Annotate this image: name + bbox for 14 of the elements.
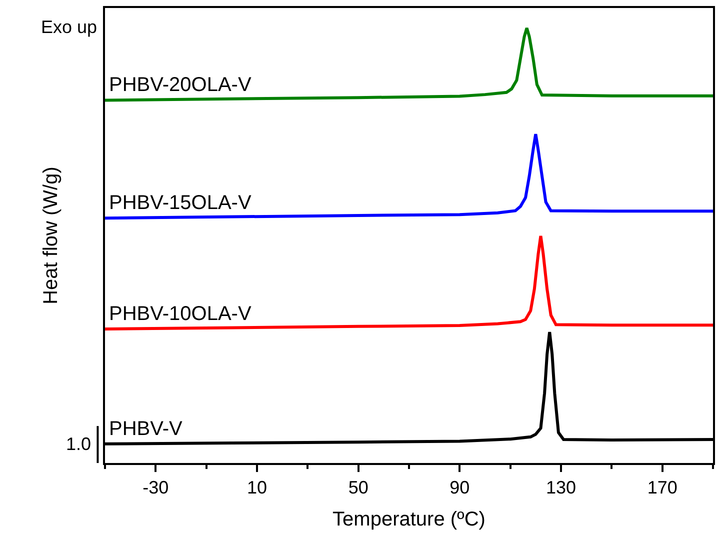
- x-tick-label: 90: [450, 478, 470, 498]
- series-label: PHBV-15OLA-V: [109, 192, 252, 214]
- x-tick-label: -30: [142, 478, 169, 498]
- x-tick-label: 170: [647, 478, 678, 498]
- y-axis-title: Heat flow (W/g): [40, 166, 62, 304]
- x-axis-title: Temperature (ºC): [332, 508, 486, 531]
- x-tick-label: 130: [546, 478, 576, 498]
- x-tick-label: 50: [348, 478, 368, 498]
- text: 1.0: [66, 434, 92, 454]
- series-label: PHBV-V: [109, 418, 184, 440]
- series-label: PHBV-20OLA-V: [109, 74, 252, 96]
- text: Exo up: [41, 17, 98, 37]
- x-tick-label: 10: [246, 478, 268, 498]
- series-label: PHBV-10OLA-V: [109, 303, 252, 325]
